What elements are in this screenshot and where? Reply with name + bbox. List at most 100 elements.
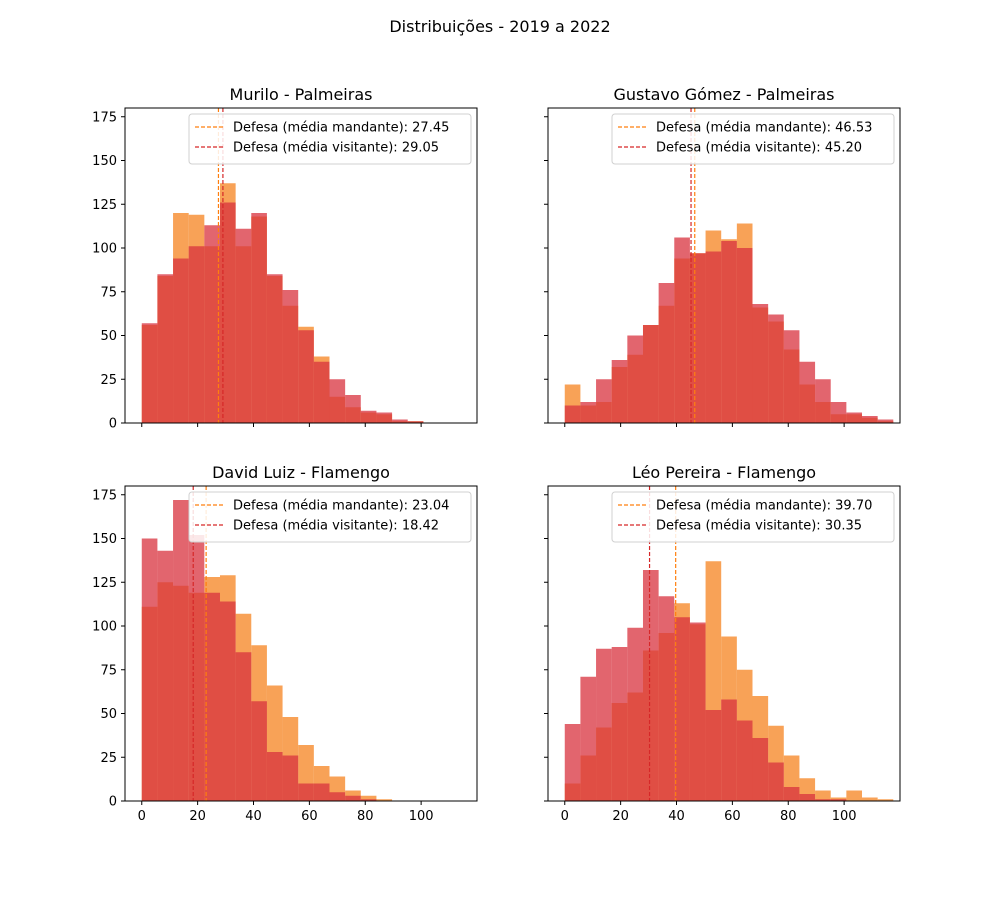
home-bar xyxy=(846,790,863,801)
axes-frame xyxy=(124,485,478,802)
home-bar xyxy=(815,790,831,801)
axes-frame xyxy=(547,107,901,424)
away-bar xyxy=(407,421,424,423)
x-tick-label: 0 xyxy=(561,809,569,824)
legend-label: Defesa (média mandante): 23.04 xyxy=(233,499,449,514)
y-tick-label: 125 xyxy=(92,576,117,591)
away-bar xyxy=(830,402,847,423)
away-bar xyxy=(674,237,690,423)
away-bar xyxy=(360,410,377,423)
legend: Defesa (média mandante): 39.70 Defesa (mé… xyxy=(611,491,895,543)
x-tick-label: 40 xyxy=(668,809,685,824)
x-tick-label: 20 xyxy=(612,809,629,824)
away-bar xyxy=(345,395,361,423)
away-bar xyxy=(642,570,659,801)
away-bar xyxy=(392,419,408,423)
x-tick-label: 60 xyxy=(724,809,741,824)
away-bar xyxy=(298,330,314,423)
away-bar xyxy=(736,248,753,423)
away-bar xyxy=(580,676,597,801)
away-bar xyxy=(768,762,784,801)
away-bar xyxy=(266,752,283,801)
plot-area xyxy=(564,108,894,423)
away-bar xyxy=(752,304,769,423)
away-bar xyxy=(345,795,361,801)
subplot-title: David Luiz - Flamengo xyxy=(212,463,390,482)
away-bar xyxy=(596,648,612,801)
away-bar xyxy=(313,783,330,801)
away-bar xyxy=(877,419,894,423)
away-bar xyxy=(251,701,267,801)
away-bar xyxy=(689,253,706,423)
legend: Defesa (média mandante): 46.53 Defesa (mé… xyxy=(611,113,895,165)
away-bar xyxy=(815,799,831,801)
home-bar xyxy=(862,797,878,801)
y-tick-label: 75 xyxy=(100,285,117,300)
subplot-3: 0 25 50 75 100 125 150 175 0 20 40 60 80 100 David Lui… xyxy=(92,463,478,824)
away-bar xyxy=(705,710,722,801)
home-bar xyxy=(360,795,377,801)
home-bar xyxy=(877,799,894,801)
x-tick-label: 100 xyxy=(409,809,434,824)
away-bar xyxy=(862,416,878,423)
y-tick-label: 175 xyxy=(92,488,117,503)
away-bar xyxy=(282,755,299,801)
x-tick-label: 60 xyxy=(301,809,318,824)
away-bar xyxy=(783,330,800,423)
x-tick-label: 20 xyxy=(189,809,206,824)
x-tick-label: 80 xyxy=(357,809,374,824)
away-bar xyxy=(611,647,628,801)
legend-label: Defesa (média visitante): 29.05 xyxy=(233,141,439,156)
y-tick-label: 25 xyxy=(100,751,117,766)
away-bar xyxy=(611,360,628,423)
away-bar xyxy=(282,290,299,423)
away-bar xyxy=(846,412,863,423)
y-tick-label: 50 xyxy=(100,329,117,344)
figure-title: Distribuições - 2019 a 2022 xyxy=(389,17,610,36)
x-tick-label: 40 xyxy=(245,809,262,824)
away-bar xyxy=(815,379,831,423)
away-bar xyxy=(204,592,220,801)
away-bar xyxy=(251,213,267,423)
subplot-title: Murilo - Palmeiras xyxy=(230,85,373,104)
y-tick-label: 0 xyxy=(109,795,117,810)
away-bar xyxy=(752,738,769,801)
legend-label: Defesa (média mandante): 46.53 xyxy=(656,121,872,136)
legend-box xyxy=(611,491,895,543)
away-bar xyxy=(219,601,236,801)
away-bar xyxy=(360,799,377,801)
y-tick-label: 50 xyxy=(100,707,117,722)
axes-frame xyxy=(124,107,478,424)
home-bar xyxy=(376,799,393,801)
x-tick-label: 100 xyxy=(832,809,857,824)
subplot-2: Gustavo Gómez - Palmeiras Defesa (média m… xyxy=(544,85,901,427)
away-bar xyxy=(689,622,706,801)
away-bar xyxy=(705,251,722,423)
away-bar xyxy=(329,792,346,801)
y-tick-label: 75 xyxy=(100,663,117,678)
away-bar xyxy=(736,720,753,801)
away-bar xyxy=(298,783,314,801)
away-bar xyxy=(157,550,174,801)
axes-frame xyxy=(547,485,901,802)
x-tick-label: 80 xyxy=(780,809,797,824)
legend-label: Defesa (média mandante): 27.45 xyxy=(233,121,449,136)
away-bar xyxy=(783,787,800,801)
legend-box xyxy=(188,491,472,543)
away-bar xyxy=(188,246,205,423)
subplot-title: Gustavo Gómez - Palmeiras xyxy=(613,85,834,104)
away-bar xyxy=(329,379,346,423)
away-bar xyxy=(188,535,205,801)
legend: Defesa (média mandante): 27.45 Defesa (mé… xyxy=(188,113,472,165)
away-bar xyxy=(313,361,330,423)
plot-area xyxy=(141,486,393,801)
legend: Defesa (média mandante): 23.04 Defesa (mé… xyxy=(188,491,472,543)
legend-label: Defesa (média visitante): 18.42 xyxy=(233,519,439,534)
away-bar xyxy=(721,699,737,801)
away-bar xyxy=(219,202,236,423)
y-tick-label: 25 xyxy=(100,373,117,388)
y-tick-label: 125 xyxy=(92,198,117,213)
y-tick-label: 150 xyxy=(92,154,117,169)
away-bar xyxy=(580,402,597,423)
